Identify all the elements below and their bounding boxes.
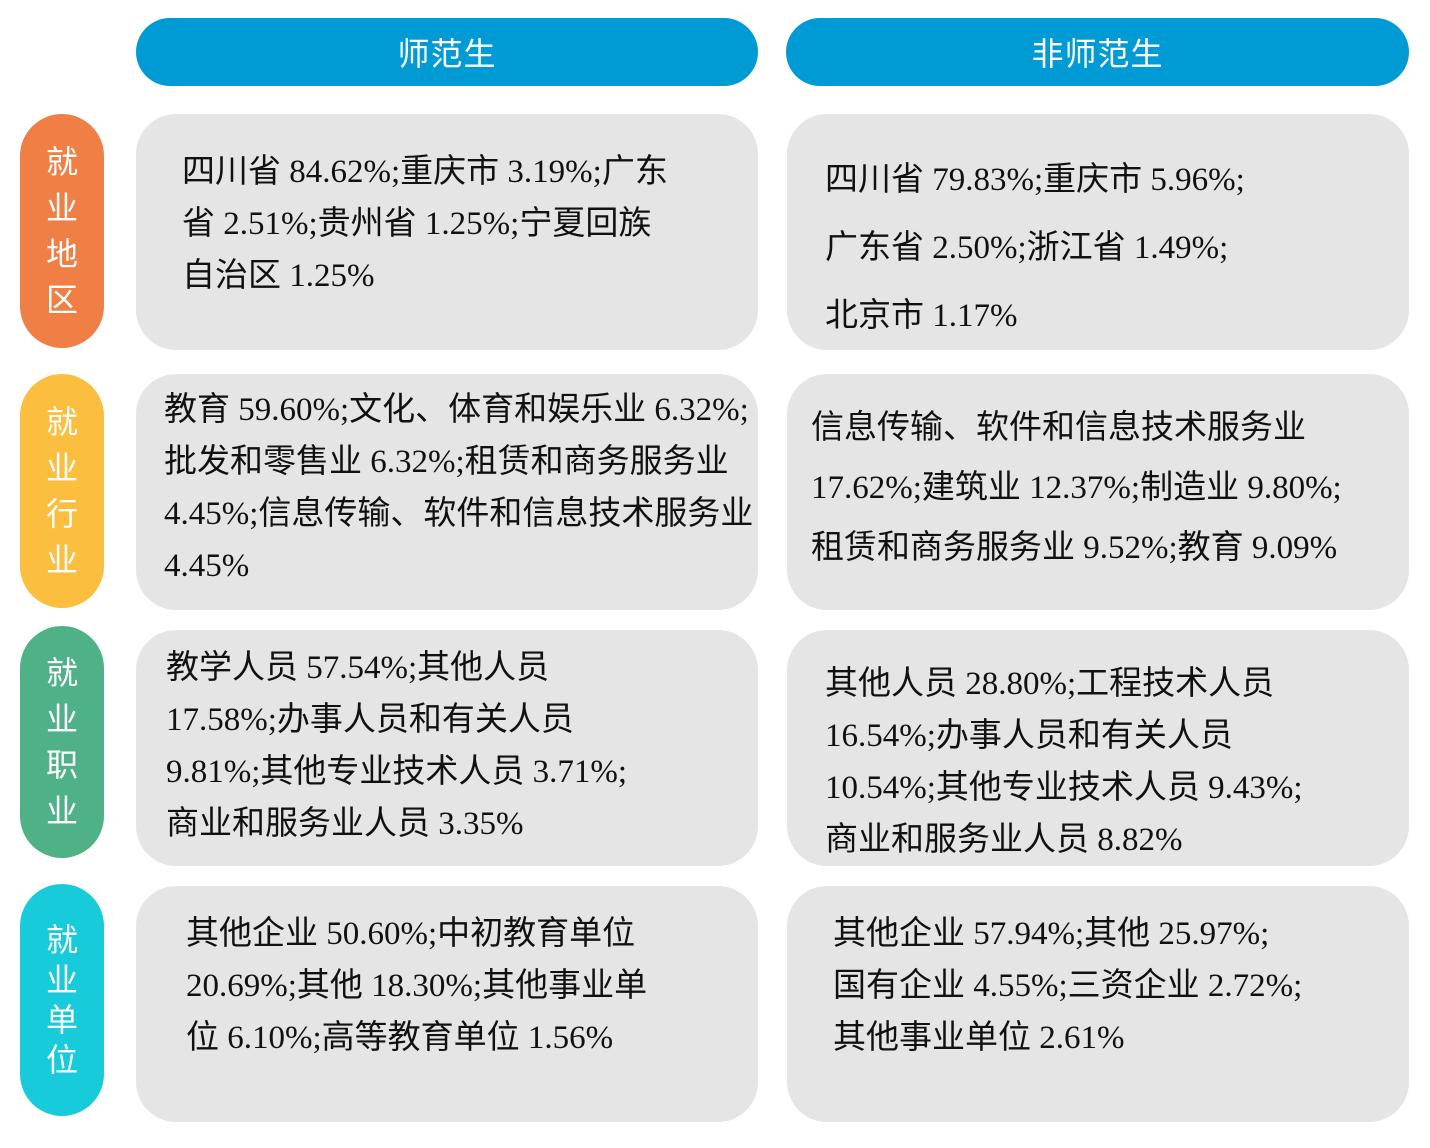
card-text: 其他企业 50.60%;中初教育单位 20.69%;其他 18.30%;其他事业… xyxy=(186,916,648,1056)
header-non-normal-students-label: 非师范生 xyxy=(1031,35,1164,73)
card-occupation-normal: 教学人员 57.54%;其他人员 17.58%;办事人员和有关人员 9.81%;… xyxy=(136,630,758,866)
card-text: 四川省 84.62%;重庆市 3.19%;广东 省 2.51%;贵州省 1.25… xyxy=(182,154,668,294)
label-char: 就 xyxy=(45,403,78,441)
label-char: 业 xyxy=(45,700,78,738)
label-char: 就 xyxy=(45,921,78,959)
row-label-employment-region: 就 业 地 区 xyxy=(20,114,104,348)
header-normal-students-label: 师范生 xyxy=(397,35,497,73)
card-region-non-normal: 四川省 79.83%;重庆市 5.96%; 广东省 2.50%;浙江省 1.49… xyxy=(787,114,1409,350)
card-text: 四川省 79.83%;重庆市 5.96%; 广东省 2.50%;浙江省 1.49… xyxy=(825,162,1245,334)
card-text: 教学人员 57.54%;其他人员 17.58%;办事人员和有关人员 9.81%;… xyxy=(166,650,628,842)
card-text: 其他企业 57.94%;其他 25.97%; 国有企业 4.55%;三资企业 2… xyxy=(833,916,1303,1056)
header-normal-students: 师范生 xyxy=(136,18,758,86)
label-char: 职 xyxy=(45,746,78,784)
label-char: 行 xyxy=(45,495,78,533)
label-char: 就 xyxy=(45,654,78,692)
label-char: 地 xyxy=(45,235,78,273)
card-region-normal: 四川省 84.62%;重庆市 3.19%;广东 省 2.51%;贵州省 1.25… xyxy=(136,114,758,350)
label-char: 位 xyxy=(45,1041,78,1079)
card-unit-non-normal: 其他企业 57.94%;其他 25.97%; 国有企业 4.55%;三资企业 2… xyxy=(787,886,1409,1122)
row-label-employment-industry: 就 业 行 业 xyxy=(20,374,104,608)
label-char: 业 xyxy=(45,961,78,999)
card-text: 教育 59.60%;文化、体育和娱乐业 6.32%; 批发和零售业 6.32%;… xyxy=(164,392,754,584)
label-char: 业 xyxy=(45,189,78,227)
label-char: 业 xyxy=(45,541,78,579)
label-char: 业 xyxy=(45,449,78,487)
row-label-employment-occupation: 就 业 职 业 xyxy=(20,626,104,858)
header-non-normal-students: 非师范生 xyxy=(786,18,1409,86)
card-industry-normal: 教育 59.60%;文化、体育和娱乐业 6.32%; 批发和零售业 6.32%;… xyxy=(136,374,758,610)
card-text: 其他人员 28.80%;工程技术人员 16.54%;办事人员和有关人员 10.5… xyxy=(825,666,1303,858)
label-char: 业 xyxy=(45,792,78,830)
card-industry-non-normal: 信息传输、软件和信息技术服务业 17.62%;建筑业 12.37%;制造业 9.… xyxy=(787,374,1409,610)
label-char: 单 xyxy=(45,1001,78,1039)
label-char: 区 xyxy=(45,281,78,319)
row-label-employment-unit: 就 业 单 位 xyxy=(20,884,104,1116)
card-text: 信息传输、软件和信息技术服务业 17.62%;建筑业 12.37%;制造业 9.… xyxy=(811,410,1342,566)
card-unit-normal: 其他企业 50.60%;中初教育单位 20.69%;其他 18.30%;其他事业… xyxy=(136,886,758,1122)
card-occupation-non-normal: 其他人员 28.80%;工程技术人员 16.54%;办事人员和有关人员 10.5… xyxy=(787,630,1409,866)
label-char: 就 xyxy=(45,143,78,181)
